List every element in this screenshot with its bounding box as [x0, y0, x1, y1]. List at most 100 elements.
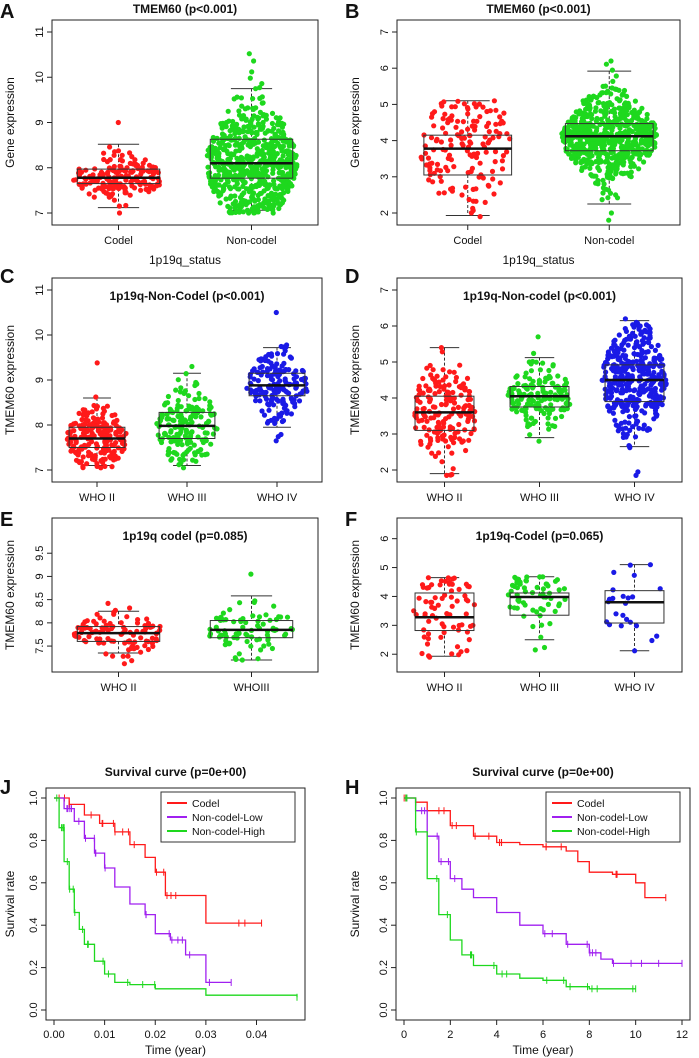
data-point: [555, 373, 561, 379]
data-point: [596, 99, 602, 106]
data-point: [230, 201, 236, 207]
data-point: [236, 651, 242, 657]
data-point: [121, 661, 127, 667]
data-point: [645, 349, 651, 355]
data-point: [561, 586, 568, 592]
data-point: [255, 116, 261, 122]
data-point: [288, 411, 294, 417]
x-axis-label: 1p19q_status: [502, 253, 574, 267]
data-point: [466, 388, 472, 395]
data-point: [157, 416, 163, 422]
data-point: [246, 199, 253, 205]
data-point: [651, 369, 657, 376]
data-point: [489, 168, 496, 174]
data-point: [255, 656, 261, 662]
data-point: [443, 401, 449, 407]
data-point: [635, 111, 641, 117]
data-point: [606, 140, 612, 146]
data-point: [577, 140, 584, 146]
x-tick-label: WHO IV: [257, 492, 298, 504]
data-point: [499, 166, 506, 172]
data-point: [429, 450, 435, 456]
y-tick-label: 10: [34, 329, 46, 341]
data-point: [260, 119, 266, 126]
data-point: [273, 115, 279, 121]
data-point: [539, 398, 545, 404]
data-point: [615, 356, 621, 362]
y-tick-label: 9: [34, 573, 46, 579]
data-point: [210, 138, 217, 144]
data-point: [609, 108, 615, 114]
data-point: [625, 595, 631, 601]
data-point: [653, 132, 659, 138]
data-point: [563, 382, 569, 389]
data-point: [497, 180, 503, 186]
data-point: [554, 577, 561, 583]
data-point: [255, 139, 262, 145]
data-point: [169, 456, 175, 462]
data-point: [236, 186, 242, 192]
data-point: [440, 367, 446, 373]
data-point: [129, 169, 135, 175]
data-point: [427, 654, 433, 660]
data-point: [466, 584, 472, 590]
data-point: [530, 398, 537, 404]
data-point: [590, 123, 596, 129]
y-tick-label: 0.2: [378, 960, 390, 975]
data-point: [263, 141, 269, 147]
data-point: [111, 457, 117, 463]
data-point: [112, 607, 118, 614]
data-point: [571, 152, 578, 159]
data-point: [134, 162, 141, 168]
data-point: [269, 110, 276, 116]
data-point: [475, 150, 481, 156]
data-point: [427, 362, 433, 369]
data-point: [484, 108, 490, 115]
data-point: [601, 103, 607, 109]
data-point: [257, 95, 263, 101]
data-point: [461, 101, 467, 107]
data-point: [216, 140, 222, 146]
data-point: [552, 384, 559, 390]
data-point: [640, 370, 647, 376]
data-point: [252, 598, 258, 604]
data-point: [93, 417, 99, 424]
data-point: [287, 181, 294, 187]
data-point: [593, 145, 599, 151]
data-point: [213, 151, 219, 157]
data-point: [424, 432, 430, 438]
data-point: [242, 198, 248, 204]
data-point: [492, 159, 498, 165]
data-point: [636, 124, 642, 130]
data-point: [98, 450, 104, 456]
data-point: [251, 58, 257, 64]
data-point: [477, 214, 483, 220]
data-point: [430, 179, 436, 185]
data-point: [269, 120, 275, 127]
data-point: [425, 636, 431, 642]
data-point: [251, 366, 257, 372]
data-point: [646, 142, 652, 148]
data-point: [241, 124, 247, 130]
data-point: [122, 190, 128, 196]
data-point: [100, 411, 106, 417]
data-point: [619, 143, 626, 150]
data-point: [262, 169, 268, 175]
data-point: [607, 352, 613, 359]
data-point: [500, 153, 506, 159]
data-point: [457, 362, 463, 368]
data-point: [497, 121, 503, 127]
data-point: [646, 323, 652, 330]
data-point: [283, 165, 289, 171]
box: [76, 168, 161, 185]
data-point: [238, 95, 244, 101]
data-point: [173, 436, 180, 442]
data-point: [436, 389, 442, 395]
x-tick-label: 10: [630, 1029, 642, 1041]
data-point: [119, 152, 125, 158]
data-point: [448, 137, 454, 143]
data-point: [452, 104, 458, 110]
data-point: [632, 648, 638, 654]
data-point: [617, 139, 623, 145]
data-point: [449, 188, 455, 194]
